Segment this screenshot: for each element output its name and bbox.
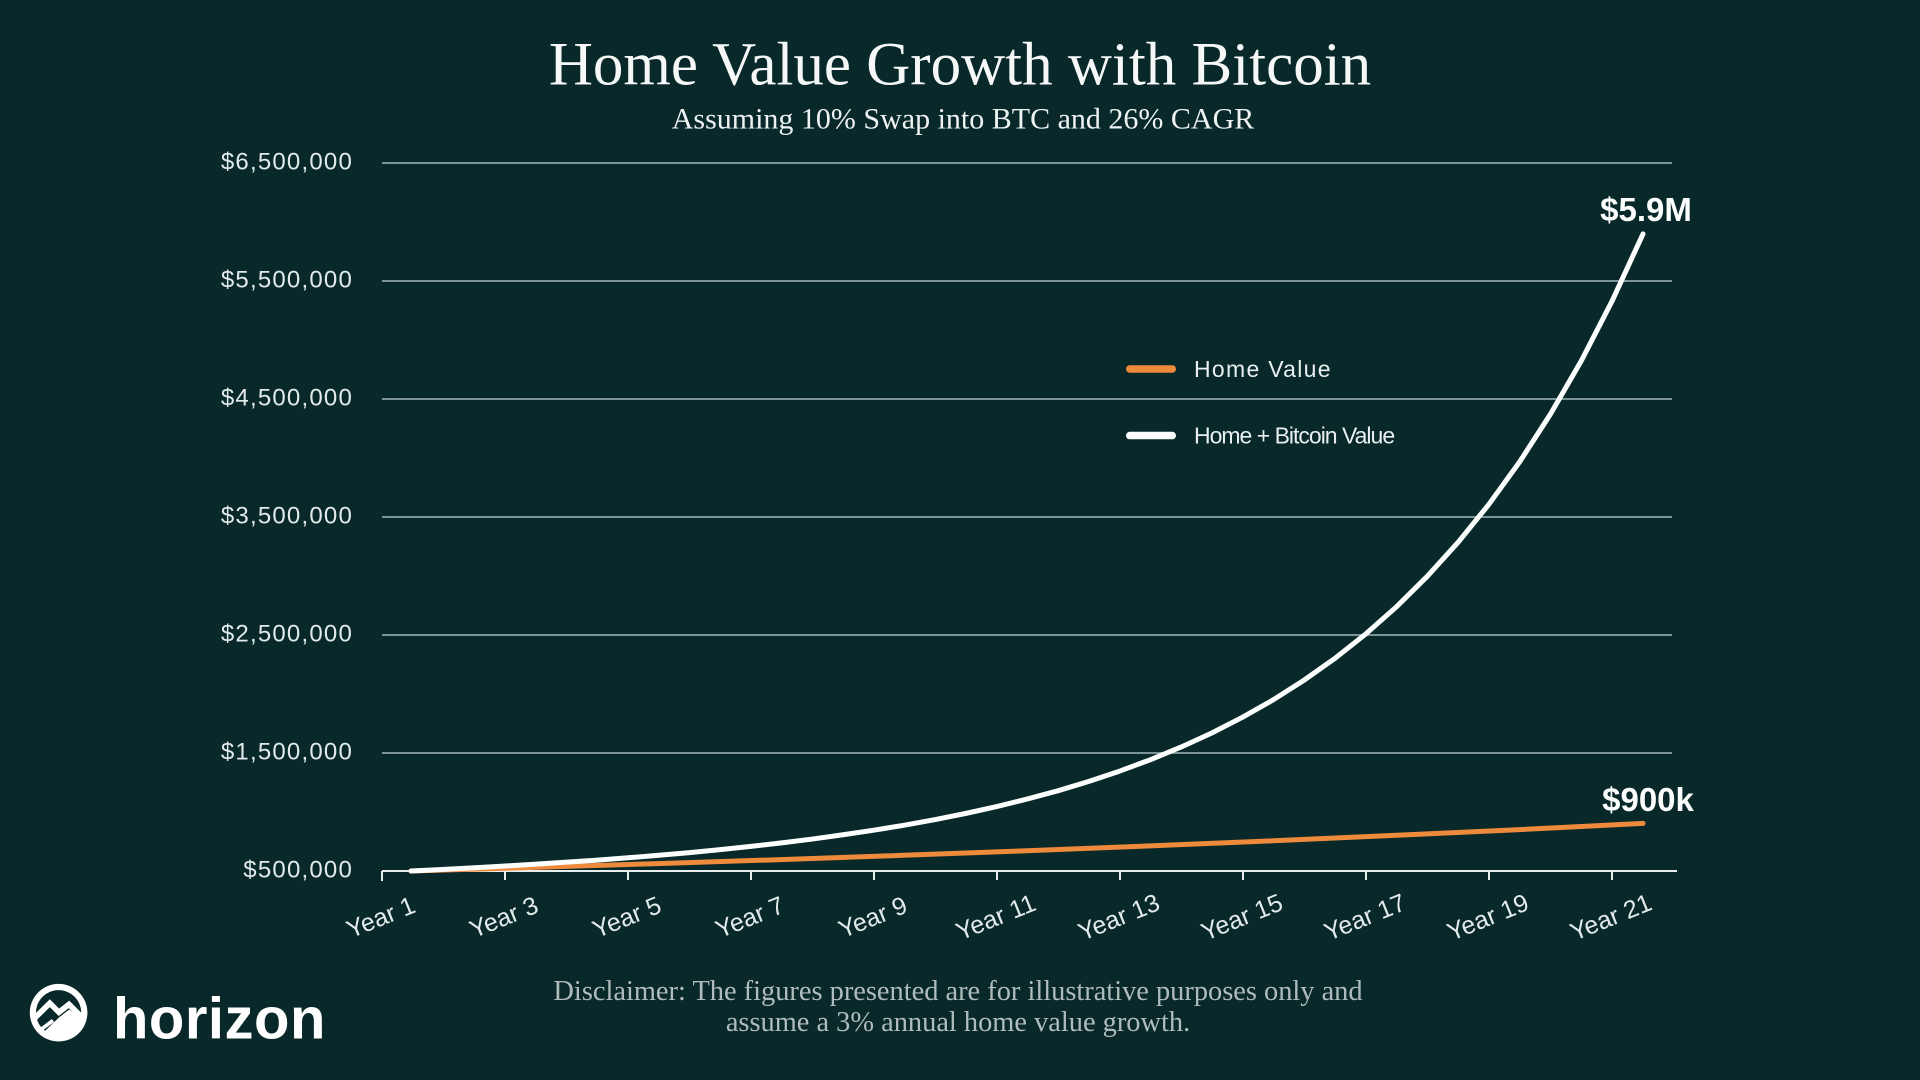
svg-text:$5.9M: $5.9M xyxy=(1600,191,1692,228)
svg-text:$500,000: $500,000 xyxy=(243,857,353,884)
svg-text:Home Value Growth with Bitcoin: Home Value Growth with Bitcoin xyxy=(549,32,1371,99)
svg-text:$900k: $900k xyxy=(1602,781,1694,818)
svg-text:$6,500,000: $6,500,000 xyxy=(221,149,353,176)
svg-text:Assuming 10% Swap into BTC and: Assuming 10% Swap into BTC and 26% CAGR xyxy=(672,103,1255,136)
svg-text:$3,500,000: $3,500,000 xyxy=(221,503,353,530)
svg-text:$4,500,000: $4,500,000 xyxy=(221,385,353,412)
svg-text:$1,500,000: $1,500,000 xyxy=(221,739,353,766)
svg-text:$5,500,000: $5,500,000 xyxy=(221,267,353,294)
svg-text:Disclaimer: The figures presen: Disclaimer: The figures presented are fo… xyxy=(553,976,1362,1007)
svg-text:assume a 3% annual home value: assume a 3% annual home value growth. xyxy=(726,1007,1190,1038)
svg-text:Home Value: Home Value xyxy=(1194,356,1332,382)
svg-text:Home + Bitcoin Value: Home + Bitcoin Value xyxy=(1194,423,1394,449)
svg-text:horizon: horizon xyxy=(113,987,326,1052)
svg-text:$2,500,000: $2,500,000 xyxy=(221,621,353,648)
